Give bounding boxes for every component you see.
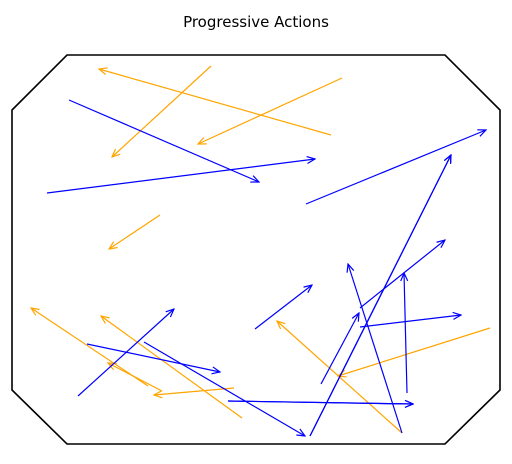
orange-arrow-10	[108, 363, 163, 392]
orange-arrow-2	[112, 65, 212, 157]
blue-arrow-24	[348, 264, 403, 434]
orange-arrow-11	[154, 387, 235, 395]
orange-arrow-13	[338, 327, 491, 376]
blue-arrow-4	[68, 99, 259, 182]
arrows-layer	[31, 65, 491, 437]
blue-arrow-5	[46, 159, 315, 194]
blue-arrow-20	[320, 313, 359, 385]
blue-arrow-6	[305, 130, 486, 205]
blue-arrow-15	[86, 343, 220, 372]
octagon-outline	[11, 54, 501, 445]
chart-title: Progressive Actions	[183, 13, 329, 31]
orange-arrow-7	[109, 214, 161, 249]
orange-arrow-9	[101, 316, 243, 419]
orange-arrow-3	[198, 77, 343, 144]
orange-arrow-1	[99, 69, 332, 136]
blue-arrow-25	[227, 401, 413, 404]
blue-arrow-23	[404, 273, 407, 394]
blue-arrow-26	[309, 155, 451, 437]
blue-arrow-18	[254, 285, 312, 330]
blue-arrow-21	[359, 240, 445, 309]
blue-arrow-22	[359, 315, 461, 328]
blue-arrow-16	[143, 341, 305, 436]
